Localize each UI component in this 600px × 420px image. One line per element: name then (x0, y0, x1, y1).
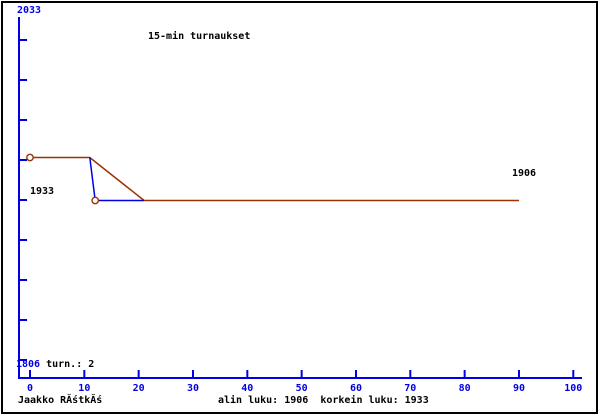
x-tick-label: 100 (564, 383, 583, 394)
y-axis-max-label: 2033 (17, 5, 42, 16)
x-tick-label: 60 (349, 383, 362, 394)
tournament-count-label: turn.: 2 (46, 359, 95, 370)
low-rating-label: 1906 (512, 168, 537, 179)
footer-summary: alin luku: 1906 korkein luku: 1933 (218, 395, 429, 406)
x-tick-label: 90 (512, 383, 525, 394)
x-tick-label: 70 (404, 383, 417, 394)
chart-title: 15-min turnaukset (148, 31, 251, 42)
tournament-marker (91, 196, 100, 205)
tournament-marker (26, 153, 34, 162)
x-tick-label: 0 (26, 383, 34, 394)
x-tick-label: 50 (295, 383, 308, 394)
x-tick-label: 20 (132, 383, 145, 394)
x-tick-label: 10 (78, 383, 91, 394)
chart-frame (1, 1, 598, 414)
x-tick-label: 40 (241, 383, 254, 394)
y-axis-min-label: 1806 (16, 359, 41, 370)
high-rating-label: 1933 (30, 186, 55, 197)
x-tick-label: 80 (458, 383, 471, 394)
x-tick-label: 30 (186, 383, 199, 394)
y-axis-min-row: 1806 turn.: 2 (16, 359, 94, 370)
decay-line (30, 156, 519, 202)
footer-player-name: Jaakko RĂśtkĂś (18, 395, 103, 406)
